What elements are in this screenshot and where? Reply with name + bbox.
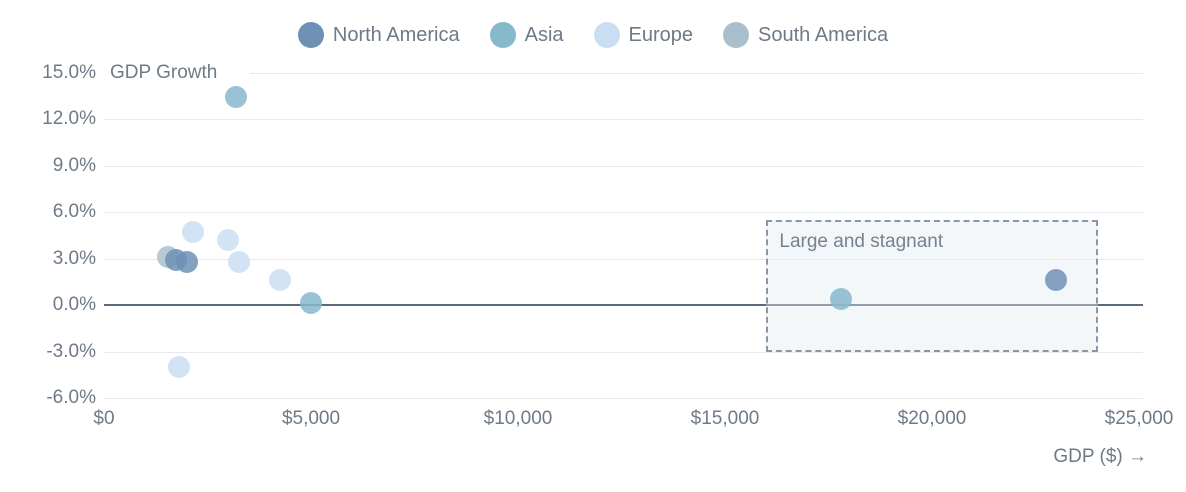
annotation-box: Large and stagnant: [766, 219, 1098, 352]
x-tick-label: $0: [93, 408, 115, 429]
legend: North America Asia Europe South America: [0, 22, 1186, 48]
gridline-y: [104, 119, 1143, 120]
legend-label: Europe: [628, 23, 694, 46]
y-tick-label: 15.0%: [42, 61, 96, 83]
legend-label: Asia: [524, 23, 564, 46]
data-point-europe: [227, 250, 250, 273]
x-tick-label: $25,000: [1104, 408, 1174, 429]
y-tick-label: -3.0%: [46, 340, 96, 362]
gridline-y: [104, 351, 1143, 353]
y-tick-label: 6.0%: [52, 201, 96, 222]
data-point-asia: [225, 86, 248, 109]
gridline-y: [104, 212, 1143, 213]
annotation-label: Large and stagnant: [779, 230, 944, 252]
zero-baseline: [104, 304, 1143, 306]
legend-item-europe: Europe: [593, 22, 694, 48]
y-tick-label: 3.0%: [52, 247, 96, 269]
x-tick-label: $10,000: [483, 408, 553, 429]
legend-swatch-icon: [593, 22, 620, 48]
y-tick-label: 9.0%: [52, 154, 96, 176]
x-tick-label: $5,000: [281, 408, 341, 429]
data-point-europe: [268, 269, 291, 292]
x-tick-label: $15,000: [690, 408, 760, 429]
x-axis-title: GDP ($) →: [1053, 446, 1147, 467]
y-tick-label: -6.0%: [46, 387, 96, 408]
legend-item-south-america: South America: [723, 22, 888, 48]
data-point-europe: [182, 221, 204, 244]
legend-item-asia: Asia: [489, 22, 564, 48]
legend-label: South America: [758, 23, 889, 46]
legend-swatch-icon: [297, 22, 324, 48]
gridline-y: [250, 72, 1143, 74]
data-point-asia: [300, 292, 322, 315]
data-point-europe: [167, 356, 190, 378]
legend-label: North America: [332, 23, 460, 46]
legend-swatch-icon: [723, 22, 750, 48]
x-tick-label: $20,000: [897, 408, 967, 429]
legend-item-north-america: North America: [297, 22, 460, 48]
gridline-y: [104, 165, 1143, 167]
y-tick-label: 0.0%: [52, 294, 96, 315]
data-point-asia: [829, 287, 852, 310]
y-axis-title: GDP Growth: [110, 62, 226, 84]
data-point-north-america: [1045, 269, 1068, 292]
data-point-north-america: [175, 250, 198, 273]
gridline-y: [104, 398, 1143, 399]
y-tick-label: 12.0%: [42, 108, 96, 129]
legend-swatch-icon: [489, 22, 516, 48]
gridline-y: [104, 258, 1143, 260]
data-point-europe: [217, 228, 240, 251]
